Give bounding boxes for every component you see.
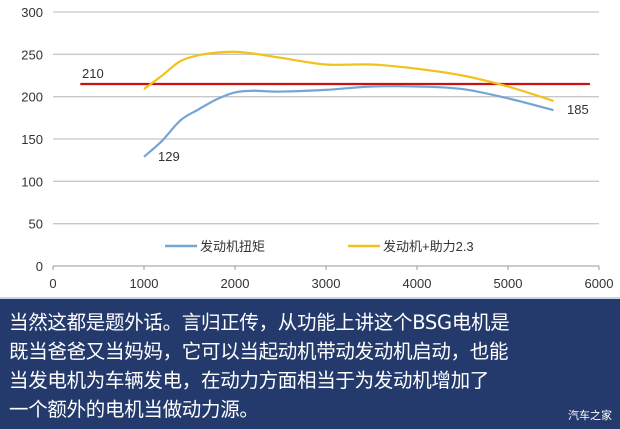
series-line-1 — [143, 50, 554, 102]
y-tick-label: 50 — [29, 217, 43, 232]
y-tick-label: 300 — [21, 5, 43, 20]
caption-line: 当然这都是题外话。言归正传，从功能上讲这个BSG电机是 — [9, 311, 510, 334]
x-tick-label: 3000 — [312, 276, 341, 291]
x-tick-label: 4000 — [403, 276, 432, 291]
x-tick-label: 0 — [49, 276, 56, 291]
y-tick-label: 100 — [21, 174, 43, 189]
x-tick-label: 1000 — [130, 276, 159, 291]
y-tick-label: 200 — [21, 90, 43, 105]
watermark-logo: 汽车之家 — [568, 409, 612, 422]
y-tick-label: 0 — [36, 259, 43, 274]
y-tick-label: 150 — [21, 132, 43, 147]
annotation-end-label: 185 — [567, 102, 589, 117]
series-line-0 — [143, 85, 554, 158]
x-tick-label: 6000 — [585, 276, 614, 291]
legend-label-assist: 发动机+助力2.3 — [383, 239, 474, 254]
annotation-start-label: 129 — [158, 149, 180, 164]
x-tick-label: 2000 — [221, 276, 250, 291]
caption-box: 当然这都是题外话。言归正传，从功能上讲这个BSG电机是 既当爸爸又当妈妈，它可以… — [0, 297, 620, 429]
legend: 发动机扭矩 发动机+助力2.3 — [165, 239, 474, 254]
y-tick-label: 250 — [21, 47, 43, 62]
x-tick-label: 5000 — [494, 276, 523, 291]
legend-label-engine: 发动机扭矩 — [200, 239, 265, 254]
caption-line: 一个额外的电机当做动力源。 — [9, 398, 259, 421]
caption-line: 当发电机为车辆发电，在动力方面相当于为发动机增加了 — [9, 369, 490, 392]
caption-line: 既当爸爸又当妈妈，它可以当起动机带动发动机启动，也能 — [9, 340, 509, 363]
annotation-ref-label: 210 — [82, 66, 104, 81]
